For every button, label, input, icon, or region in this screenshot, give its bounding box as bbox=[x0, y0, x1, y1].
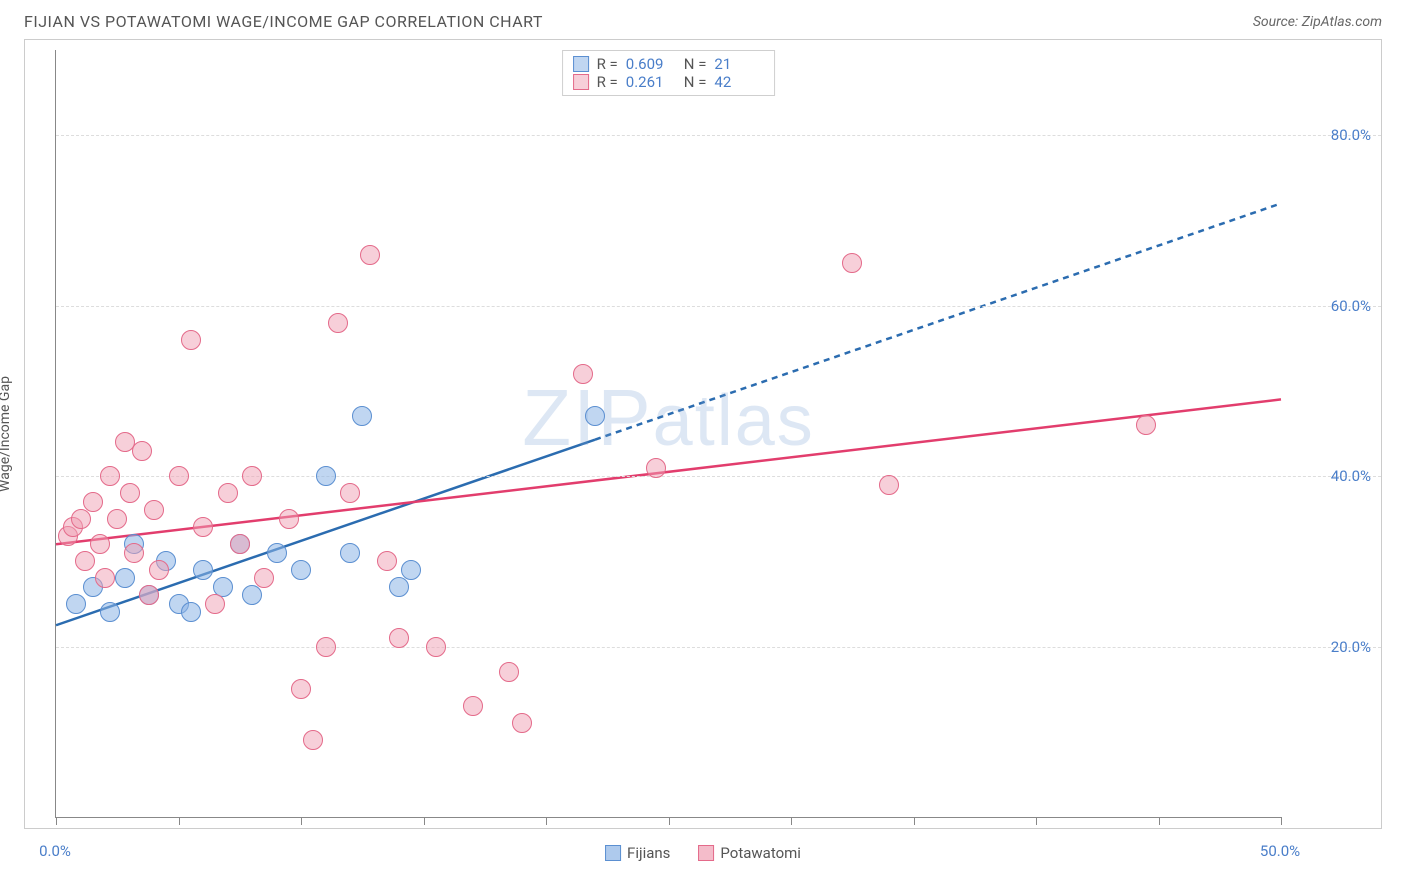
x-tick bbox=[424, 817, 425, 825]
data-point bbox=[193, 517, 213, 537]
data-point bbox=[1136, 415, 1156, 435]
data-point bbox=[254, 568, 274, 588]
x-tick bbox=[1159, 817, 1160, 825]
series-legend: Fijians Potawatomi bbox=[605, 844, 801, 862]
data-point bbox=[132, 441, 152, 461]
data-point bbox=[75, 551, 95, 571]
data-point bbox=[100, 466, 120, 486]
data-point bbox=[340, 543, 360, 563]
chart-title: FIJIAN VS POTAWATOMI WAGE/INCOME GAP COR… bbox=[24, 12, 543, 31]
data-point bbox=[360, 245, 380, 265]
data-point bbox=[169, 466, 189, 486]
data-point bbox=[267, 543, 287, 563]
data-point bbox=[107, 509, 127, 529]
data-point bbox=[90, 534, 110, 554]
data-point bbox=[242, 466, 262, 486]
watermark: ZIPatlas bbox=[522, 372, 815, 464]
x-tick bbox=[301, 817, 302, 825]
data-point bbox=[83, 492, 103, 512]
legend-swatch bbox=[605, 845, 621, 861]
legend-swatch bbox=[698, 845, 714, 861]
data-point bbox=[139, 585, 159, 605]
y-tick-label: 40.0% bbox=[1331, 467, 1371, 485]
x-tick-label: 50.0% bbox=[1260, 842, 1300, 860]
data-point bbox=[291, 679, 311, 699]
y-tick-label: 80.0% bbox=[1331, 126, 1371, 144]
gridline bbox=[56, 306, 1381, 307]
data-point bbox=[512, 713, 532, 733]
data-point bbox=[573, 364, 593, 384]
data-point bbox=[499, 662, 519, 682]
plot-area: R =0.609N =21R =0.261N =42 ZIPatlas 20.0… bbox=[55, 50, 1281, 818]
data-point bbox=[66, 594, 86, 614]
x-tick-label: 0.0% bbox=[39, 842, 71, 860]
x-tick bbox=[546, 817, 547, 825]
data-point bbox=[303, 730, 323, 750]
data-point bbox=[646, 458, 666, 478]
data-point bbox=[463, 696, 483, 716]
stats-legend-row: R =0.261N =42 bbox=[573, 73, 765, 91]
y-axis-label: Wage/Income Gap bbox=[0, 376, 13, 492]
gridline bbox=[56, 647, 1381, 648]
data-point bbox=[340, 483, 360, 503]
data-point bbox=[585, 406, 605, 426]
x-tick bbox=[179, 817, 180, 825]
trend-lines-svg bbox=[56, 50, 1281, 817]
legend-label: Potawatomi bbox=[720, 844, 801, 862]
data-point bbox=[71, 509, 91, 529]
data-point bbox=[181, 330, 201, 350]
data-point bbox=[149, 560, 169, 580]
x-tick bbox=[914, 817, 915, 825]
legend-item: Fijians bbox=[605, 844, 670, 862]
data-point bbox=[124, 543, 144, 563]
data-point bbox=[426, 637, 446, 657]
gridline bbox=[56, 135, 1381, 136]
data-point bbox=[279, 509, 299, 529]
legend-swatch bbox=[573, 56, 589, 72]
data-point bbox=[316, 637, 336, 657]
x-tick bbox=[1036, 817, 1037, 825]
data-point bbox=[842, 253, 862, 273]
data-point bbox=[144, 500, 164, 520]
legend-label: Fijians bbox=[627, 844, 670, 862]
legend-swatch bbox=[573, 74, 589, 90]
y-tick-label: 20.0% bbox=[1331, 638, 1371, 656]
data-point bbox=[389, 628, 409, 648]
data-point bbox=[328, 313, 348, 333]
data-point bbox=[218, 483, 238, 503]
data-point bbox=[120, 483, 140, 503]
data-point bbox=[95, 568, 115, 588]
x-tick bbox=[56, 817, 57, 825]
data-point bbox=[389, 577, 409, 597]
y-tick-label: 60.0% bbox=[1331, 297, 1371, 315]
data-point bbox=[100, 602, 120, 622]
stats-legend: R =0.609N =21R =0.261N =42 bbox=[562, 50, 776, 96]
x-tick bbox=[1281, 817, 1282, 825]
x-tick bbox=[669, 817, 670, 825]
data-point bbox=[230, 534, 250, 554]
data-point bbox=[291, 560, 311, 580]
data-point bbox=[377, 551, 397, 571]
source-label: Source: ZipAtlas.com bbox=[1253, 14, 1382, 30]
chart-header: FIJIAN VS POTAWATOMI WAGE/INCOME GAP COR… bbox=[0, 0, 1406, 39]
data-point bbox=[242, 585, 262, 605]
stats-legend-row: R =0.609N =21 bbox=[573, 55, 765, 73]
chart-container: Wage/Income Gap R =0.609N =21R =0.261N =… bbox=[24, 39, 1382, 829]
data-point bbox=[316, 466, 336, 486]
data-point bbox=[352, 406, 372, 426]
legend-item: Potawatomi bbox=[698, 844, 801, 862]
x-tick bbox=[791, 817, 792, 825]
data-point bbox=[181, 602, 201, 622]
data-point bbox=[205, 594, 225, 614]
data-point bbox=[115, 568, 135, 588]
data-point bbox=[879, 475, 899, 495]
data-point bbox=[401, 560, 421, 580]
data-point bbox=[193, 560, 213, 580]
